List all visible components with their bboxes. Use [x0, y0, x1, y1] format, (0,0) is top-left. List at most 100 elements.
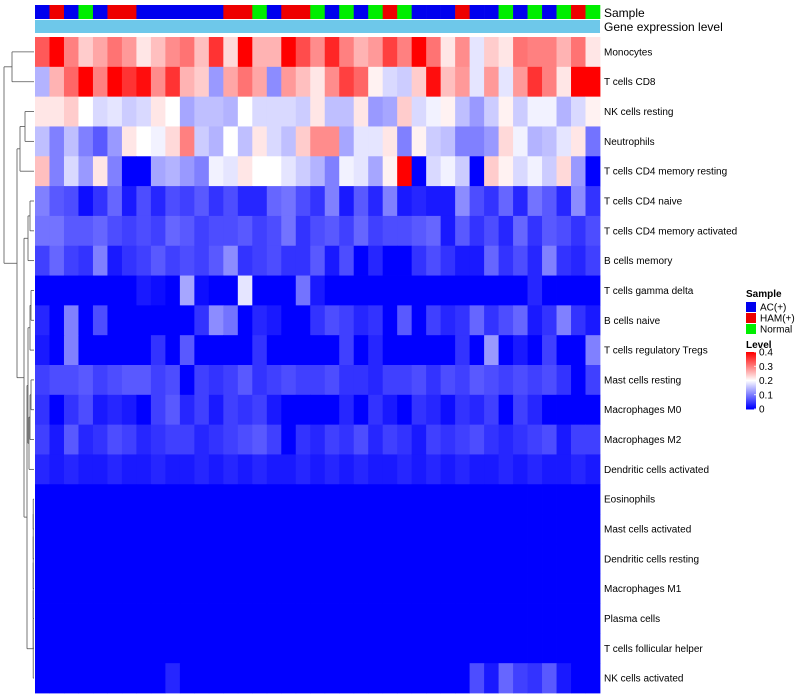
sample-annotation-cell — [223, 5, 239, 19]
heatmap-cell — [92, 424, 108, 455]
sample-annotation-cell — [513, 5, 528, 19]
heatmap-cell — [455, 514, 471, 545]
heatmap-cell — [571, 365, 586, 396]
heatmap-cell — [281, 37, 297, 68]
heatmap-cell — [208, 66, 224, 98]
sample-annotation-cell — [397, 5, 412, 19]
heatmap-cell — [78, 543, 94, 575]
heatmap-cell — [339, 603, 355, 634]
heatmap-cell — [179, 573, 195, 604]
heatmap-cell — [484, 215, 499, 247]
heatmap-cell — [252, 96, 268, 127]
heatmap-cell — [78, 394, 94, 426]
heatmap-cell — [498, 305, 514, 336]
heatmap-cell — [498, 454, 514, 485]
heatmap-cell — [237, 275, 253, 306]
heatmap-cell — [382, 275, 398, 306]
heatmap-cell — [469, 454, 485, 485]
heatmap-cell — [484, 245, 499, 276]
heatmap-cell — [455, 573, 471, 604]
heatmap-cell — [542, 305, 557, 336]
heatmap-cell — [498, 633, 514, 664]
heatmap-cell — [484, 305, 499, 336]
heatmap-cell — [63, 215, 79, 247]
heatmap-cell — [63, 66, 79, 98]
heatmap-cell — [411, 484, 427, 515]
heatmap-cell — [324, 573, 340, 604]
heatmap-cell — [353, 573, 369, 604]
heatmap-cell — [121, 215, 137, 247]
heatmap-cell — [49, 186, 65, 217]
heatmap-cell — [63, 186, 79, 217]
heatmap-cell — [440, 305, 456, 336]
heatmap-cell — [571, 66, 586, 98]
heatmap-cell — [223, 305, 239, 336]
heatmap-cell — [397, 126, 413, 157]
heatmap-cell — [513, 335, 528, 366]
heatmap-cell — [310, 633, 326, 664]
heatmap-cell — [78, 365, 94, 396]
heatmap-cell — [411, 66, 427, 98]
heatmap-cell — [527, 275, 543, 306]
heatmap-cell — [498, 245, 514, 276]
heatmap-cell — [223, 156, 239, 187]
heatmap-cell — [339, 156, 355, 187]
heatmap-cell — [411, 335, 427, 366]
heatmap-cell — [484, 37, 499, 68]
heatmap-cell — [353, 66, 369, 98]
heatmap-cell — [237, 573, 253, 604]
legend-gradient-step — [746, 384, 756, 386]
heatmap-cell — [339, 394, 355, 426]
heatmap-cell — [484, 573, 499, 604]
heatmap-cell — [136, 305, 152, 336]
heatmap-cell — [455, 335, 471, 366]
heatmap-cell — [397, 573, 413, 604]
heatmap-cell — [382, 394, 398, 426]
heatmap-cell — [469, 37, 485, 68]
heatmap-cell — [223, 335, 239, 366]
heatmap-cell — [411, 215, 427, 247]
heatmap-cell — [426, 543, 442, 575]
heatmap-cell — [179, 245, 195, 276]
heatmap-cell — [527, 96, 543, 127]
heatmap-cell — [35, 245, 50, 276]
heatmap-cell — [208, 633, 224, 664]
heatmap-cell — [223, 37, 239, 68]
legend-gradient-step — [746, 365, 756, 367]
heatmap-cell — [107, 365, 123, 396]
heatmap-cell — [556, 66, 572, 98]
heatmap-cell — [92, 573, 108, 604]
heatmap-cell — [382, 514, 398, 545]
heatmap-cell — [237, 335, 253, 366]
heatmap-cell — [223, 424, 239, 455]
heatmap-cell — [585, 66, 601, 98]
heatmap-cell — [266, 275, 282, 306]
heatmap-cell — [49, 543, 65, 575]
heatmap-cell — [281, 454, 297, 485]
heatmap-cell — [498, 275, 514, 306]
heatmap-cell — [295, 514, 311, 545]
row-label: Eosinophils — [604, 495, 655, 506]
heatmap-cell — [353, 186, 369, 217]
heatmap-cell — [339, 96, 355, 127]
heatmap-cell — [194, 37, 210, 68]
heatmap-cell — [194, 215, 210, 247]
heatmap-cell — [426, 454, 442, 485]
heatmap-cell — [49, 514, 65, 545]
heatmap-cell — [150, 573, 166, 604]
heatmap-cell — [252, 484, 268, 515]
heatmap-cell — [107, 215, 123, 247]
heatmap-cell — [484, 633, 499, 664]
heatmap-cell — [208, 573, 224, 604]
legend-gradient-step — [746, 361, 756, 363]
heatmap-cell — [484, 126, 499, 157]
heatmap-cell — [469, 633, 485, 664]
heatmap-cell — [513, 514, 528, 545]
heatmap-cell — [469, 156, 485, 187]
heatmap-cell — [150, 663, 166, 694]
heatmap-cell — [78, 514, 94, 545]
heatmap-cell — [426, 514, 442, 545]
heatmap-cell — [585, 37, 601, 68]
heatmap-cell — [440, 603, 456, 634]
heatmap-cell — [266, 603, 282, 634]
